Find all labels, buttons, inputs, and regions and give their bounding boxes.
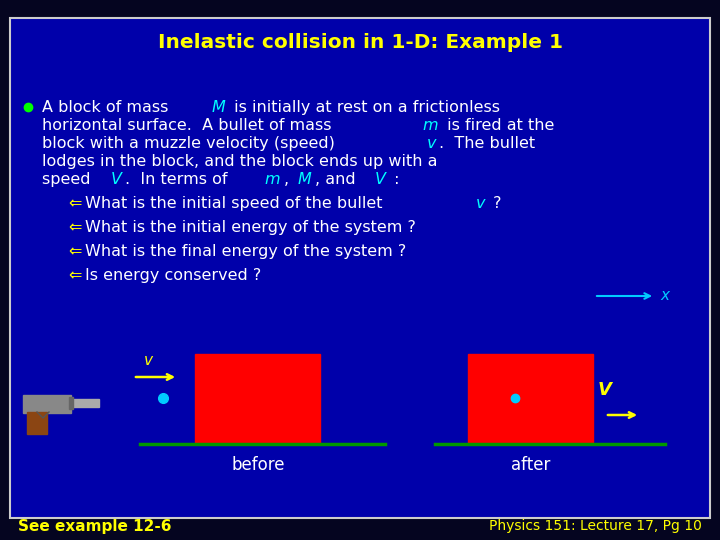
Bar (71, 399, 99, 407)
Text: V: V (111, 172, 122, 187)
Text: x: x (660, 288, 669, 303)
Text: speed: speed (42, 172, 96, 187)
Text: What is the final energy of the system ?: What is the final energy of the system ? (85, 244, 407, 259)
Text: Is energy conserved ?: Is energy conserved ? (85, 268, 261, 283)
Text: M: M (297, 172, 311, 187)
Text: V: V (374, 172, 385, 187)
Text: See example 12-6: See example 12-6 (18, 518, 171, 534)
Text: before: before (231, 456, 284, 474)
Text: M: M (212, 100, 225, 115)
Text: block with a muzzle velocity (speed): block with a muzzle velocity (speed) (42, 136, 340, 151)
Text: What is the initial speed of the bullet: What is the initial speed of the bullet (85, 196, 388, 211)
Text: .  The bullet: . The bullet (438, 136, 535, 151)
Text: m: m (264, 172, 280, 187)
Text: ⇐: ⇐ (68, 244, 81, 259)
Text: v: v (426, 136, 436, 151)
Text: v: v (143, 353, 153, 368)
Text: , and: , and (315, 172, 361, 187)
Text: :: : (389, 172, 399, 187)
Text: ,: , (284, 172, 294, 187)
Text: ⇐: ⇐ (68, 196, 81, 211)
Text: is fired at the: is fired at the (442, 118, 554, 133)
Bar (69, 397, 73, 409)
Text: Physics 151: Lecture 17, Pg 10: Physics 151: Lecture 17, Pg 10 (489, 519, 702, 533)
Text: What is the initial energy of the system ?: What is the initial energy of the system… (85, 220, 416, 235)
Bar (468, 354, 593, 444)
Bar (27, 412, 47, 434)
Text: v: v (476, 196, 485, 211)
Text: lodges in the block, and the block ends up with a: lodges in the block, and the block ends … (42, 154, 438, 169)
Bar (195, 354, 320, 444)
Text: is initially at rest on a frictionless: is initially at rest on a frictionless (230, 100, 500, 115)
Text: ⇐: ⇐ (68, 220, 81, 235)
Text: A block of mass: A block of mass (42, 100, 174, 115)
Text: V: V (598, 381, 612, 399)
Text: m: m (422, 118, 438, 133)
Text: Inelastic collision in 1-D: Example 1: Inelastic collision in 1-D: Example 1 (158, 32, 562, 51)
Text: .  In terms of: . In terms of (125, 172, 233, 187)
Text: horizontal surface.  A bullet of mass: horizontal surface. A bullet of mass (42, 118, 337, 133)
Text: ⇐: ⇐ (68, 268, 81, 283)
Text: ?: ? (488, 196, 502, 211)
Text: after: after (511, 456, 551, 474)
Bar (23, 395, 71, 413)
